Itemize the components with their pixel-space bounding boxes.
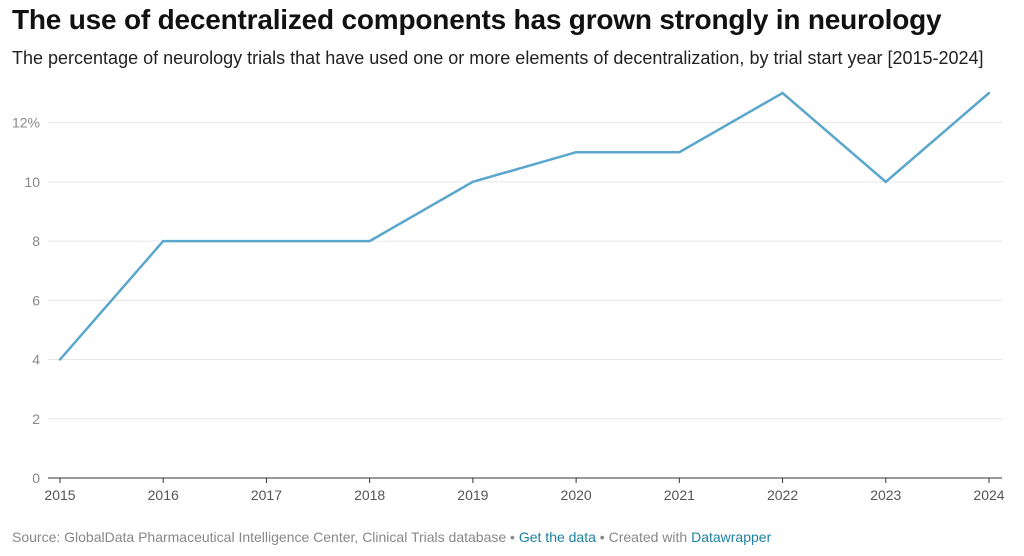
series-line — [59, 91, 990, 361]
data-point — [58, 358, 62, 361]
data-point — [987, 91, 991, 95]
footer-separator: • — [510, 529, 515, 545]
y-tick-label: 6 — [32, 292, 40, 308]
x-tick-label: 2023 — [870, 487, 901, 503]
footer-separator: • — [599, 529, 605, 545]
series-group — [58, 91, 991, 361]
get-the-data-link[interactable]: Get the data — [518, 529, 596, 545]
x-tick-label: 2019 — [457, 487, 488, 503]
y-tick-label: 12% — [12, 115, 40, 131]
y-tick-label: 2 — [32, 411, 40, 427]
y-tick-label: 0 — [32, 470, 40, 486]
datawrapper-link[interactable]: Datawrapper — [691, 529, 772, 545]
x-tick-label: 2016 — [148, 487, 179, 503]
x-tick-label: 2020 — [561, 487, 592, 503]
x-tick-label: 2017 — [251, 487, 282, 503]
x-axis-ticks: 2015 2016 2017 2018 2019 2020 2021 2022 2023 2024 — [44, 478, 1005, 503]
y-axis-ticks: 0 2 4 6 8 10 12% — [12, 115, 40, 486]
data-point — [574, 151, 578, 154]
x-tick-label: 2015 — [44, 487, 75, 503]
data-point — [368, 239, 371, 243]
x-tick-label: 2024 — [973, 487, 1004, 503]
grid-lines — [48, 122, 1002, 479]
chart-subtitle: The percentage of neurology trials that … — [12, 48, 984, 68]
y-tick-label: 8 — [32, 233, 40, 249]
y-tick-label: 10 — [24, 174, 40, 190]
chart-footer: Source: GlobalData Pharmaceutical Intell… — [12, 529, 771, 545]
x-tick-label: 2021 — [664, 487, 695, 503]
x-tick-label: 2018 — [354, 487, 385, 503]
data-point — [162, 239, 165, 243]
source-note: Source: GlobalData Pharmaceutical Intell… — [12, 529, 507, 545]
data-point — [678, 151, 681, 154]
y-tick-label: 4 — [32, 352, 40, 368]
data-point — [781, 91, 784, 95]
created-with-text: Created with — [608, 529, 688, 545]
data-point — [884, 180, 887, 184]
data-point — [265, 239, 268, 243]
data-point — [471, 180, 475, 184]
chart-title: The use of decentralized components has … — [12, 4, 942, 35]
x-tick-label: 2022 — [767, 487, 798, 503]
